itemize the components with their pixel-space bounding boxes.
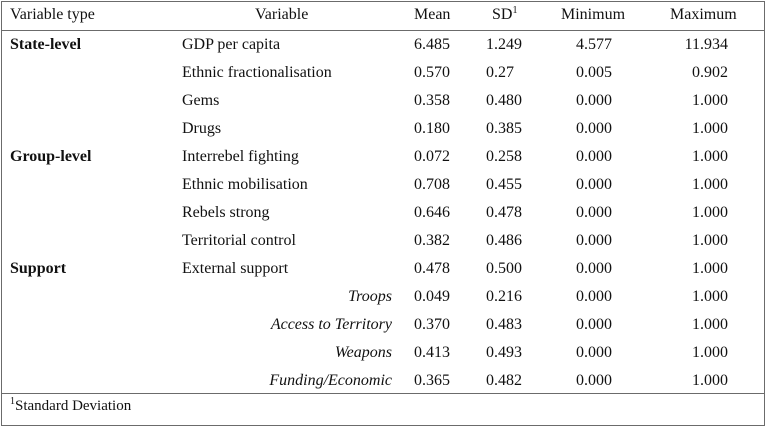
- row-mean: 0.072: [414, 148, 450, 165]
- row-maximum: 1.000: [692, 232, 728, 249]
- row-variable: Drugs: [182, 120, 222, 137]
- row-minimum: 0.000: [576, 316, 612, 333]
- row-sd: 0.455: [486, 176, 522, 193]
- row-sd: 0.258: [486, 148, 522, 165]
- header-minimum: Minimum: [561, 6, 626, 23]
- row-mean: 0.358: [414, 92, 450, 109]
- row-group-label: Group-level: [10, 148, 92, 165]
- row-minimum: 4.577: [576, 36, 612, 53]
- row-mean: 0.049: [414, 288, 450, 305]
- footnote-divider: [2, 393, 764, 394]
- row-variable: External support: [182, 260, 289, 277]
- row-variable: Funding/Economic: [269, 372, 392, 389]
- row-mean: 0.570: [414, 64, 450, 81]
- row-sd: 0.478: [486, 204, 522, 221]
- row-minimum: 0.000: [576, 204, 612, 221]
- header-variable: Variable: [255, 6, 309, 23]
- row-variable: Territorial control: [182, 232, 296, 249]
- row-maximum: 0.902: [692, 64, 728, 81]
- row-maximum: 1.000: [692, 344, 728, 361]
- row-sd: 1.249: [486, 36, 522, 53]
- row-maximum: 11.934: [684, 36, 728, 53]
- row-sd: 0.385: [486, 120, 522, 137]
- row-variable: Interrebel fighting: [182, 148, 299, 165]
- row-sd: 0.486: [486, 232, 522, 249]
- row-mean: 0.413: [414, 344, 450, 361]
- row-group-label: Support: [10, 260, 67, 277]
- row-mean: 6.485: [414, 36, 450, 53]
- header-variable-type: Variable type: [10, 6, 95, 23]
- row-variable: Gems: [182, 92, 220, 109]
- row-sd: 0.483: [486, 316, 522, 333]
- row-minimum: 0.000: [576, 120, 612, 137]
- row-maximum: 1.000: [692, 372, 728, 389]
- row-sd: 0.480: [486, 92, 522, 109]
- row-maximum: 1.000: [692, 120, 728, 137]
- row-sd: 0.500: [486, 260, 522, 277]
- row-minimum: 0.000: [576, 372, 612, 389]
- row-mean: 0.708: [414, 176, 450, 193]
- footnote: 1Standard Deviation: [10, 396, 132, 415]
- row-minimum: 0.000: [576, 260, 612, 277]
- row-sd: 0.216: [486, 288, 522, 305]
- row-mean: 0.365: [414, 372, 450, 389]
- row-maximum: 1.000: [692, 316, 728, 333]
- row-variable: Ethnic fractionalisation: [182, 64, 332, 81]
- row-maximum: 1.000: [692, 260, 728, 277]
- row-minimum: 0.000: [576, 288, 612, 305]
- row-maximum: 1.000: [692, 288, 728, 305]
- row-sd: 0.482: [486, 372, 522, 389]
- row-variable: Weapons: [334, 344, 392, 361]
- row-mean: 0.370: [414, 316, 450, 333]
- row-mean: 0.180: [414, 120, 450, 137]
- row-mean: 0.478: [414, 260, 450, 277]
- row-minimum: 0.005: [576, 64, 612, 81]
- header-maximum: Maximum: [670, 6, 737, 23]
- row-maximum: 1.000: [692, 148, 728, 165]
- row-variable: Troops: [348, 288, 392, 305]
- row-sd: 0.27: [486, 64, 514, 81]
- row-sd: 0.493: [486, 344, 522, 361]
- row-variable: Rebels strong: [182, 204, 270, 221]
- row-maximum: 1.000: [692, 92, 728, 109]
- row-minimum: 0.000: [576, 92, 612, 109]
- row-variable: Access to Territory: [270, 316, 392, 333]
- row-mean: 0.382: [414, 232, 450, 249]
- row-minimum: 0.000: [576, 232, 612, 249]
- row-variable: Ethnic mobilisation: [182, 176, 308, 193]
- row-maximum: 1.000: [692, 204, 728, 221]
- row-minimum: 0.000: [576, 148, 612, 165]
- row-mean: 0.646: [414, 204, 450, 221]
- row-group-label: State-level: [10, 36, 82, 53]
- row-variable: GDP per capita: [182, 36, 281, 53]
- header-mean: Mean: [414, 6, 451, 23]
- header-sd: SD1: [492, 5, 518, 24]
- row-minimum: 0.000: [576, 344, 612, 361]
- header-divider: [2, 30, 764, 31]
- row-minimum: 0.000: [576, 176, 612, 193]
- row-maximum: 1.000: [692, 176, 728, 193]
